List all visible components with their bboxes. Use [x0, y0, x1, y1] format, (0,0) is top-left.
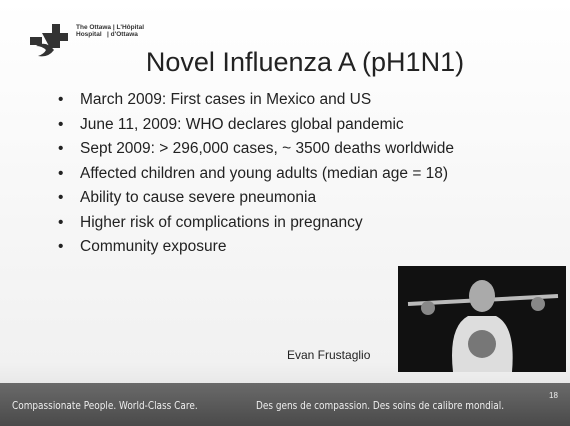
- footer-left: Compassionate People. World-Class Care.: [12, 400, 198, 412]
- photo-caption: Evan Frustaglio: [287, 348, 370, 362]
- bullet-item: Sept 2009: > 296,000 cases, ~ 3500 death…: [58, 137, 454, 162]
- bullet-item: Higher risk of complications in pregnanc…: [58, 211, 454, 236]
- bullet-item: March 2009: First cases in Mexico and US: [58, 88, 454, 113]
- footer-right: Des gens de compassion. Des soins de cal…: [256, 400, 504, 412]
- bullet-list: March 2009: First cases in Mexico and US…: [58, 88, 454, 260]
- logo-icon: [30, 24, 70, 58]
- logo-line: Hospital | d'Ottawa: [76, 31, 138, 38]
- page-number: 18: [549, 391, 558, 400]
- photo: [398, 266, 566, 372]
- bullet-item: June 11, 2009: WHO declares global pande…: [58, 113, 454, 138]
- slide: The Ottawa | L'HôpitalHospital | d'Ottaw…: [0, 0, 570, 426]
- bullet-item: Affected children and young adults (medi…: [58, 162, 454, 187]
- logo-line: The Ottawa | L'Hôpital: [76, 24, 144, 31]
- bullet-item: Community exposure: [58, 235, 454, 260]
- slide-title: Novel Influenza A (pH1N1): [100, 47, 510, 78]
- bullet-item: Ability to cause severe pneumonia: [58, 186, 454, 211]
